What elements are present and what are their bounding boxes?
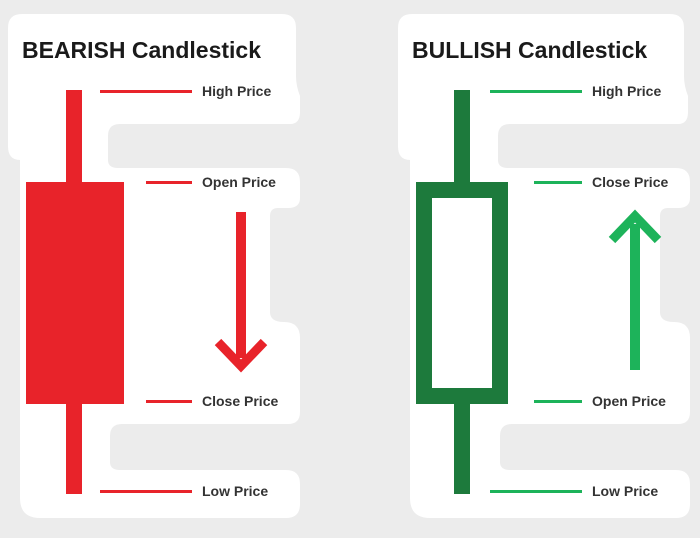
bullish-open-line <box>534 400 582 403</box>
bullish-high-label: High Price <box>592 83 661 99</box>
bearish-lower-wick <box>66 400 82 494</box>
bearish-close-label: Close Price <box>202 393 278 409</box>
bearish-high-line <box>100 90 192 93</box>
bearish-close-line <box>146 400 192 403</box>
bearish-upper-wick <box>66 90 82 186</box>
bullish-close-line <box>534 181 582 184</box>
bullish-sticker: BULLISH Candlestick High Price Close Pri… <box>350 0 700 538</box>
bearish-title: BEARISH Candlestick <box>22 37 261 63</box>
arrow-up-icon <box>608 209 662 370</box>
bearish-open-line <box>146 181 192 184</box>
bullish-title: BULLISH Candlestick <box>412 37 647 63</box>
bearish-body <box>26 182 124 404</box>
bullish-high-line <box>490 90 582 93</box>
bullish-body <box>416 182 508 404</box>
bearish-high-label: High Price <box>202 83 271 99</box>
bullish-diagram: BULLISH Candlestick High Price Close Pri… <box>398 14 690 518</box>
bullish-lower-wick <box>454 400 470 494</box>
bearish-open-label: Open Price <box>202 174 276 190</box>
bearish-sticker: BEARISH Candlestick High Price Open Pric… <box>8 14 300 518</box>
bullish-low-line <box>490 490 582 493</box>
arrow-down-icon <box>214 212 268 373</box>
bearish-low-label: Low Price <box>202 483 268 499</box>
bullish-low-label: Low Price <box>592 483 658 499</box>
bullish-open-label: Open Price <box>592 393 666 409</box>
bearish-diagram: BEARISH Candlestick High Price Open Pric… <box>8 14 300 518</box>
bearish-low-line <box>100 490 192 493</box>
bullish-upper-wick <box>454 90 470 186</box>
bullish-close-label: Close Price <box>592 174 668 190</box>
